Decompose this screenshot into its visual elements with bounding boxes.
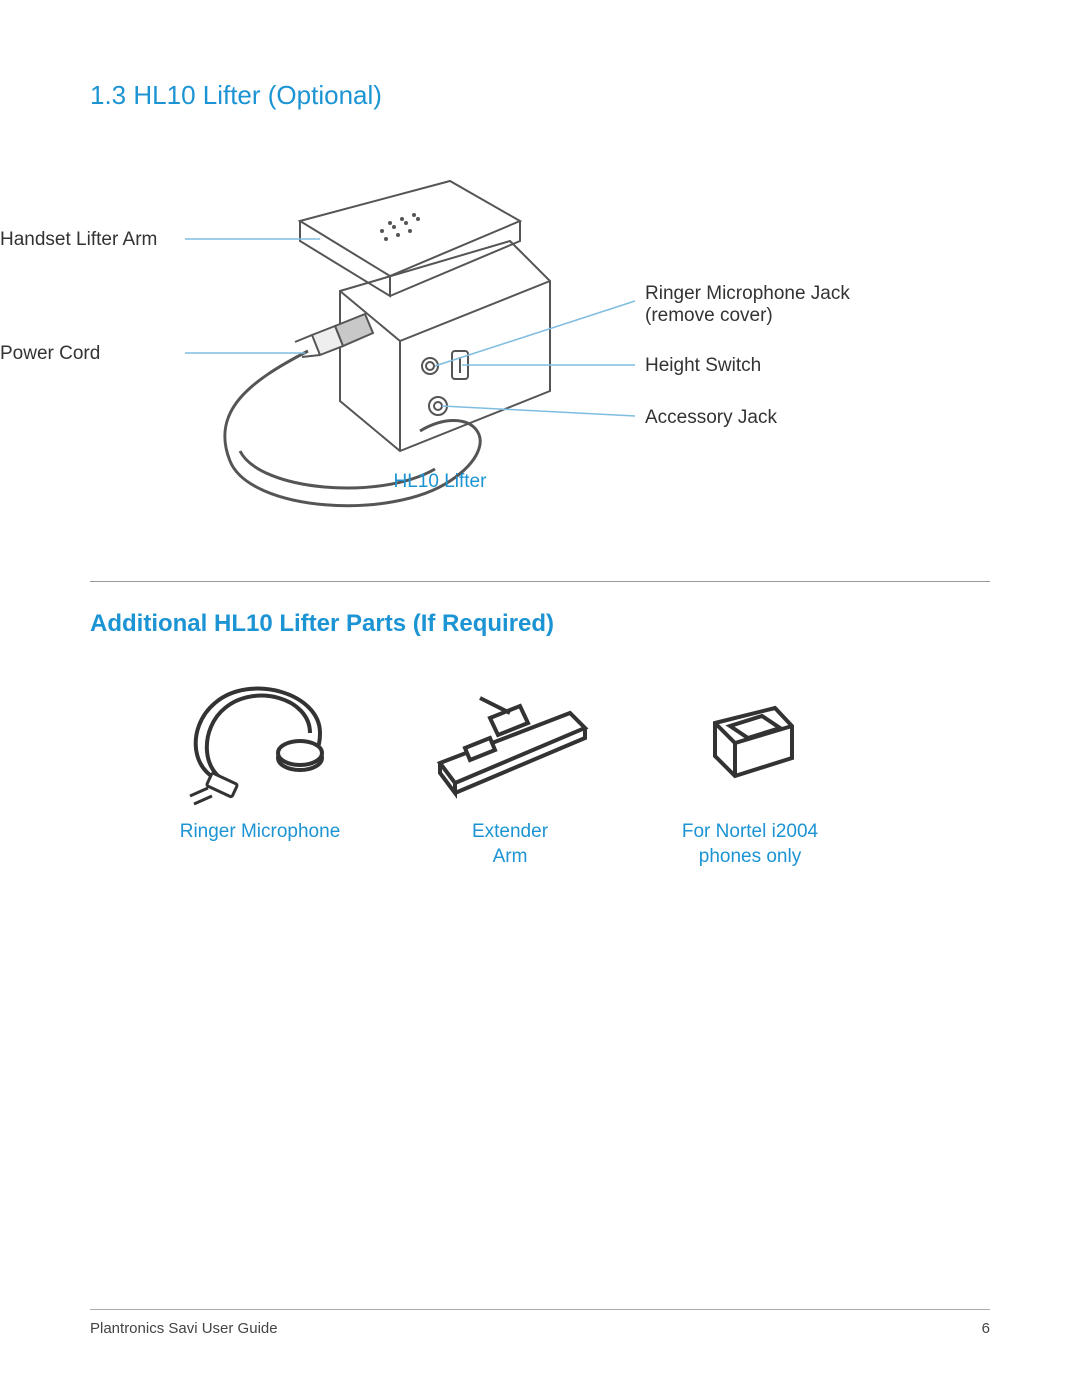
page: 1.3 HL10 Lifter (Optional) [0, 0, 1080, 1397]
extender-arm-icon [420, 668, 600, 808]
parts-row: Ringer Microphone Extender Arm [150, 668, 990, 869]
hl10-lifter-icon [90, 151, 990, 571]
nortel-clip-icon [680, 668, 820, 808]
part-caption-text: Extender [472, 821, 548, 842]
hl10-caption: HL10 Lifter [360, 471, 520, 493]
page-footer: Plantronics Savi User Guide 6 [90, 1309, 990, 1337]
footer-left: Plantronics Savi User Guide [90, 1320, 278, 1337]
part-caption: Ringer Microphone [180, 820, 341, 845]
callout-handset-lifter-arm: Handset Lifter Arm [0, 229, 180, 251]
part-caption: Extender Arm [472, 820, 548, 869]
part-caption: For Nortel i2004 phones only [682, 820, 818, 869]
part-nortel-clip: For Nortel i2004 phones only [650, 668, 850, 869]
part-caption-text: Arm [493, 846, 528, 867]
part-extender-arm: Extender Arm [410, 668, 610, 869]
part-caption-text: For Nortel i2004 [682, 821, 818, 842]
part-caption-text: phones only [699, 846, 801, 867]
callout-text: Ringer Microphone Jack [645, 283, 850, 304]
part-caption-text: Ringer Microphone [180, 821, 341, 842]
hl10-diagram: Handset Lifter Arm Power Cord Ringer Mic… [90, 151, 990, 571]
ringer-microphone-icon [170, 668, 350, 808]
footer-page-number: 6 [982, 1320, 990, 1337]
callout-text: (remove cover) [645, 305, 773, 326]
callout-accessory-jack: Accessory Jack [645, 407, 777, 429]
callout-height-switch: Height Switch [645, 355, 761, 377]
section-title: 1.3 HL10 Lifter (Optional) [90, 80, 990, 111]
callout-power-cord: Power Cord [0, 343, 180, 365]
part-ringer-microphone: Ringer Microphone [150, 668, 370, 869]
callout-ringer-mic-jack: Ringer Microphone Jack (remove cover) [645, 283, 850, 327]
subsection-title: Additional HL10 Lifter Parts (If Require… [90, 610, 990, 638]
